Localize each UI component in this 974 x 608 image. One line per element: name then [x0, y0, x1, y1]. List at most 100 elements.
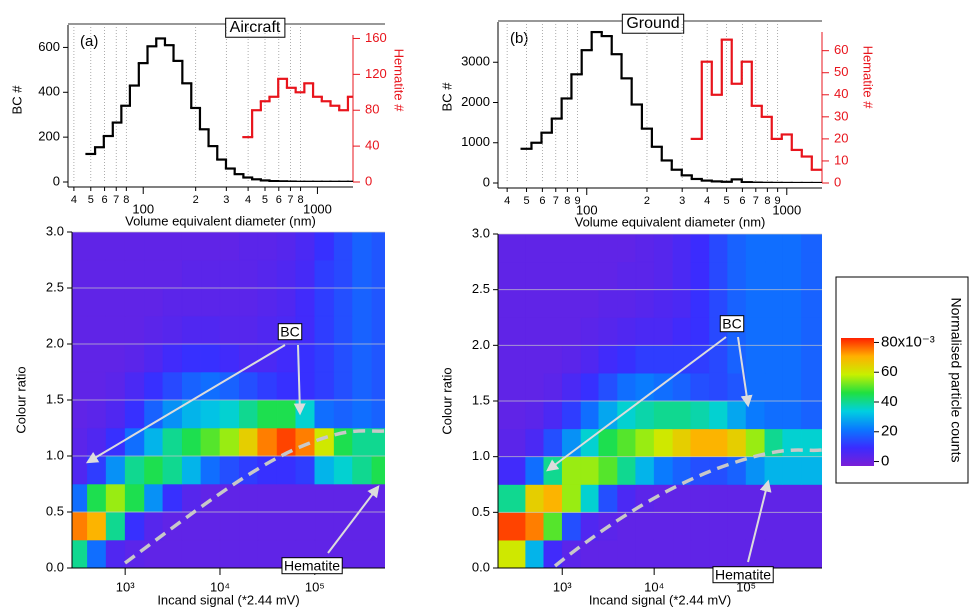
heat-cell [333, 483, 353, 513]
heat-cell [561, 512, 582, 541]
x-tick-label: 9 [575, 195, 581, 207]
x-tick-label: 10⁴ [644, 579, 664, 594]
y-tick-label: 1.0 [46, 447, 64, 462]
heat-cell [257, 287, 278, 317]
heat-cell [580, 372, 600, 402]
heat-cell [72, 539, 88, 568]
heat-cell [124, 455, 145, 485]
heat-cell [105, 399, 126, 429]
heat-cell [124, 371, 145, 401]
heat-cell [239, 371, 259, 401]
y2-tick-label: 120 [365, 66, 387, 81]
y-axis-label: Colour ratio [13, 366, 28, 433]
heat-cell [635, 400, 655, 430]
heat-cell [144, 343, 164, 373]
heat-cell [690, 372, 710, 402]
heat-cell [87, 511, 107, 541]
y-tick-label: 0.0 [472, 559, 490, 574]
heat-cell [257, 399, 278, 429]
x-tick-label: 6 [539, 195, 545, 207]
x-tick-label: 8 [564, 195, 570, 207]
heat-cell [72, 455, 88, 485]
heat-cell [709, 428, 728, 457]
x-tick-label: 6 [739, 195, 745, 207]
colorbar [841, 338, 874, 466]
annotation-arrow [546, 336, 727, 472]
y-tick-label: 2.5 [472, 281, 490, 296]
heat-cell [782, 400, 802, 430]
heat-cell [801, 289, 822, 318]
heat-cell [219, 427, 240, 457]
heat-cell [690, 512, 710, 541]
heat-cell [333, 455, 353, 485]
fit-curve [123, 429, 386, 565]
x-tick-label: 8 [297, 194, 303, 206]
heat-cell [672, 512, 692, 541]
y-tick-label: 0.0 [46, 559, 64, 574]
heat-cell [124, 287, 145, 317]
heat-cell [561, 372, 582, 402]
heat-cell [672, 317, 692, 346]
heat-cell [105, 455, 126, 485]
y-tick-label: 0 [483, 174, 490, 189]
heat-cell [745, 317, 766, 346]
y-tick-label: 3.0 [472, 225, 490, 240]
heat-cell [105, 483, 126, 513]
x-tick-label: 7 [113, 194, 119, 206]
heat-cell [543, 261, 563, 290]
heat-cell [72, 287, 88, 317]
heat-cell [543, 512, 563, 541]
heat-cell [561, 400, 582, 430]
heat-cell [543, 428, 563, 457]
heat-cell [782, 539, 802, 568]
heat-cell [561, 234, 582, 263]
heat-cell [653, 512, 674, 541]
heat-cell [498, 345, 526, 374]
heat-cell [219, 511, 240, 541]
heat-cell [782, 428, 802, 457]
y-tick-label: 2000 [461, 94, 490, 109]
heat-cell [105, 343, 126, 373]
heat-cell [200, 232, 221, 261]
heat-cell [617, 428, 637, 457]
heat-cell [200, 287, 221, 317]
heat-cell [87, 232, 107, 261]
heat-cell [617, 234, 637, 263]
heat-cell [87, 259, 107, 289]
y2-tick-label: 20 [834, 130, 848, 145]
y-tick-label: 200 [38, 129, 60, 144]
heat-cell [333, 371, 353, 401]
plot-area [520, 30, 822, 183]
annotation-box [719, 315, 745, 333]
heat-cell [219, 539, 240, 568]
heat-cell [525, 484, 545, 513]
heat-cell [782, 317, 802, 346]
heat-cell [87, 315, 107, 345]
heat-cell [561, 345, 582, 374]
heat-cell [580, 484, 600, 513]
heat-cell [690, 400, 710, 430]
heat-cell [561, 289, 582, 318]
heat-cell [635, 234, 655, 263]
heat-cell [371, 511, 385, 541]
heat-cell [333, 232, 353, 261]
heat-cell [525, 289, 545, 318]
heat-cell [543, 289, 563, 318]
heat-cell [525, 261, 545, 290]
heat-cell [525, 372, 545, 402]
heat-cell [635, 539, 655, 568]
heat-cell [525, 317, 545, 346]
heat-cell [239, 287, 259, 317]
heat-cell [525, 512, 545, 541]
heat-cell [745, 289, 766, 318]
heat-cell [352, 371, 373, 401]
colorbar-tick-label: 80x10⁻³ [881, 333, 935, 350]
heat-cell [314, 483, 335, 513]
heat-cell [181, 315, 202, 345]
y2-tick-label: 160 [365, 30, 387, 45]
heat-cell [782, 456, 802, 485]
colorbar-tick-label: 0 [881, 453, 889, 470]
heat-cell [653, 345, 674, 374]
y2-tick-label: 30 [834, 108, 848, 123]
heat-cell [617, 484, 637, 513]
